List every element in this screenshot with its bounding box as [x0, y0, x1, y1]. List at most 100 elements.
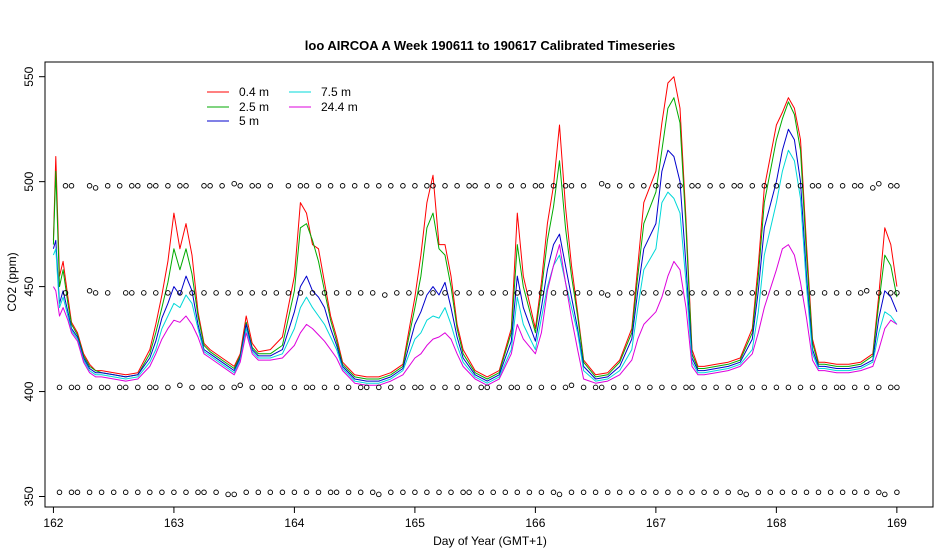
series-line-4 [52, 244, 898, 386]
reference-point [616, 290, 623, 296]
reference-point [749, 290, 756, 296]
reference-point [870, 185, 876, 191]
reference-point [629, 183, 635, 189]
x-tick-label: 162 [43, 516, 63, 530]
reference-point [701, 489, 707, 496]
reference-point [273, 290, 280, 296]
reference-point [550, 489, 557, 496]
reference-point [122, 489, 129, 496]
reference-point [116, 384, 123, 391]
reference-point [725, 290, 731, 296]
reference-point [598, 384, 605, 391]
reference-point [189, 384, 195, 391]
y-tick-label: 350 [22, 486, 36, 506]
reference-point [388, 384, 394, 391]
reference-point [400, 384, 406, 391]
reference-point [598, 290, 605, 296]
reference-point [466, 489, 472, 496]
reference-point [568, 183, 575, 189]
reference-point [502, 290, 509, 296]
x-tick-label: 169 [887, 516, 907, 530]
reference-point [237, 183, 243, 189]
reference-point [267, 384, 274, 391]
reference-point [845, 290, 852, 296]
reference-point [442, 384, 448, 391]
reference-point [92, 290, 99, 296]
reference-point [92, 185, 99, 191]
reference-point [315, 183, 322, 189]
reference-point [116, 183, 123, 189]
reference-point [520, 183, 527, 189]
reference-point [761, 183, 768, 189]
reference-point [321, 384, 328, 391]
reference-point [177, 290, 183, 296]
reference-point [550, 384, 557, 391]
reference-point [894, 489, 900, 496]
reference-point [677, 183, 683, 189]
chart-title: loo AIRCOA A Week 190611 to 190617 Calib… [305, 38, 675, 53]
reference-point [876, 290, 882, 296]
reference-point [562, 384, 569, 391]
reference-point [122, 384, 129, 391]
reference-point [538, 290, 545, 296]
reference-point [773, 183, 780, 189]
series-line-2 [52, 128, 898, 382]
reference-point [201, 384, 207, 391]
reference-point [653, 489, 659, 496]
reference-point [68, 489, 75, 496]
reference-point [303, 489, 310, 496]
reference-point [749, 384, 756, 391]
reference-point [815, 183, 822, 189]
reference-point [345, 290, 352, 296]
reference-point [388, 183, 394, 189]
reference-point [707, 183, 713, 189]
reference-point [514, 384, 521, 391]
reference-point [502, 489, 509, 496]
reference-point [659, 384, 665, 391]
reference-point [580, 489, 587, 496]
reference-point [653, 290, 659, 296]
reference-point [237, 290, 243, 296]
reference-point [472, 183, 478, 189]
reference-points-group [56, 180, 900, 498]
reference-point [351, 183, 358, 189]
reference-point [689, 384, 695, 391]
y-tick-label: 450 [22, 276, 36, 296]
reference-point [412, 489, 418, 496]
reference-point [761, 384, 768, 391]
reference-point [321, 290, 328, 296]
reference-point [671, 384, 677, 391]
reference-point [876, 180, 882, 187]
reference-point [773, 384, 780, 391]
reference-point [56, 384, 63, 391]
reference-point [424, 489, 430, 496]
reference-point [821, 290, 828, 296]
reference-point [104, 384, 111, 391]
reference-point [74, 384, 81, 391]
x-tick-label: 165 [405, 516, 425, 530]
reference-point [490, 489, 496, 496]
legend-label-2: 5 m [239, 114, 259, 128]
reference-point [809, 384, 816, 391]
reference-point [641, 290, 647, 296]
reference-point [466, 183, 472, 189]
reference-point [755, 489, 762, 496]
reference-point [141, 290, 147, 296]
reference-point [400, 489, 406, 496]
reference-point [285, 290, 292, 296]
reference-point [894, 290, 900, 296]
reference-point [478, 290, 484, 296]
reference-point [568, 489, 575, 496]
x-tick-label: 163 [164, 516, 184, 530]
reference-point [165, 183, 171, 189]
reference-point [695, 183, 701, 189]
reference-point [255, 489, 262, 496]
reference-point [56, 489, 63, 496]
reference-point [592, 489, 599, 496]
reference-point [388, 489, 394, 496]
reference-point [231, 491, 237, 498]
reference-point [629, 489, 635, 496]
reference-point [882, 491, 888, 498]
reference-point [369, 489, 376, 496]
reference-point [610, 384, 617, 391]
